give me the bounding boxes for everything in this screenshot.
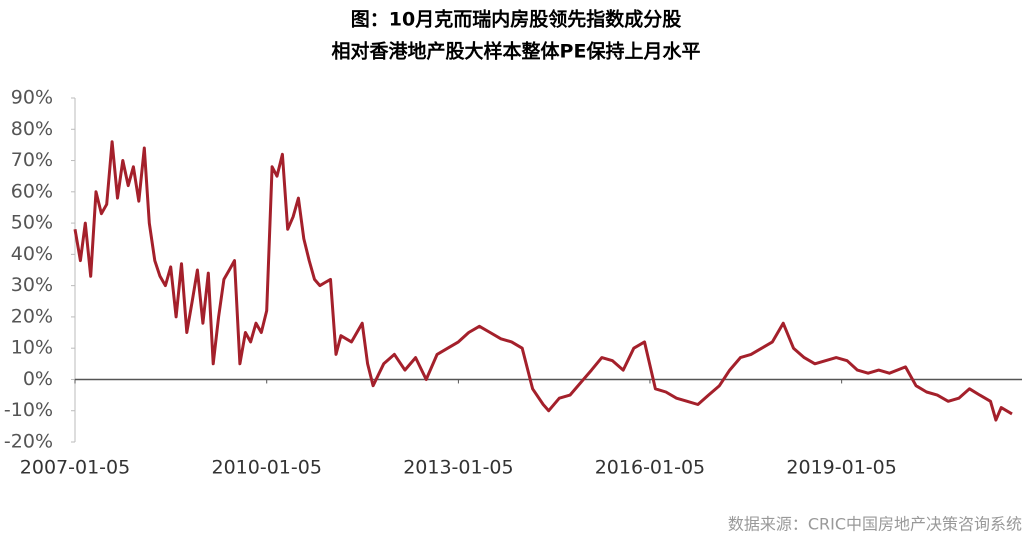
y-tick-label: 90%: [11, 87, 53, 109]
x-tick-label: 2019-01-05: [786, 457, 896, 479]
y-tick-label: 40%: [11, 243, 53, 265]
y-tick-label: 0%: [23, 368, 53, 390]
y-tick-label: 10%: [11, 337, 53, 359]
x-tick-label: 2013-01-05: [403, 457, 513, 479]
y-tick-label: -20%: [4, 431, 53, 453]
x-tick-label: 2016-01-05: [595, 457, 705, 479]
y-tick-label: 80%: [11, 118, 53, 140]
y-tick-label: 60%: [11, 180, 53, 202]
y-tick-label: 70%: [11, 149, 53, 171]
y-tick-label: 20%: [11, 305, 53, 327]
y-tick-label: 30%: [11, 274, 53, 296]
y-tick-label: -10%: [4, 399, 53, 421]
x-tick-label: 2007-01-05: [20, 457, 130, 479]
data-line: [73, 140, 1013, 422]
chart-title: 图：10月克而瑞内房股领先指数成分股: [351, 8, 681, 31]
source-note: 数据来源：CRIC中国房地产决策咨询系统: [728, 515, 1022, 534]
chart-subtitle: 相对香港地产股大样本整体PE保持上月水平: [332, 40, 701, 63]
y-tick-label: 50%: [11, 212, 53, 234]
x-tick-label: 2010-01-05: [211, 457, 321, 479]
